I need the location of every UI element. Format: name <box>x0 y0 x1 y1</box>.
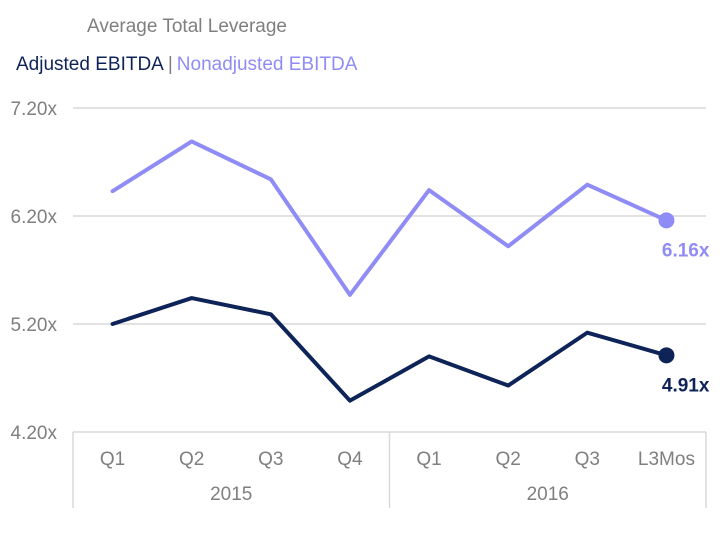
y-tick-label: 6.20x <box>11 207 58 228</box>
x-tick-label: Q1 <box>416 449 441 470</box>
y-tick-label: 4.20x <box>11 423 58 444</box>
x-tick-label: Q4 <box>337 449 363 470</box>
x-tick-label: L3Mos <box>638 449 695 470</box>
legend-nonadjusted-ebitda: Nonadjusted EBITDA <box>176 54 358 75</box>
series-end-label: 6.16x <box>662 240 710 261</box>
series-line <box>110 296 669 403</box>
series-end-point <box>658 212 675 229</box>
x-tick-label: Q3 <box>258 449 283 470</box>
chart-title: Average Total Leverage <box>87 16 288 37</box>
y-tick-label: 7.20x <box>11 99 58 120</box>
series-line <box>110 139 669 297</box>
y-tick-label: 5.20x <box>11 315 58 336</box>
x-tick-label: Q3 <box>575 449 600 470</box>
legend-adjusted-ebitda: Adjusted EBITDA <box>16 54 164 75</box>
series-end-point <box>658 347 675 364</box>
x-group-label: 2016 <box>527 484 569 505</box>
legend-separator: | <box>167 54 173 75</box>
x-tick-label: Q1 <box>100 449 125 470</box>
series-end-label: 4.91x <box>662 375 710 396</box>
x-tick-label: Q2 <box>179 449 204 470</box>
x-tick-label: Q2 <box>496 449 521 470</box>
legend: Adjusted EBITDA | Nonadjusted EBITDA <box>16 54 357 76</box>
x-group-label: 2015 <box>210 484 252 505</box>
